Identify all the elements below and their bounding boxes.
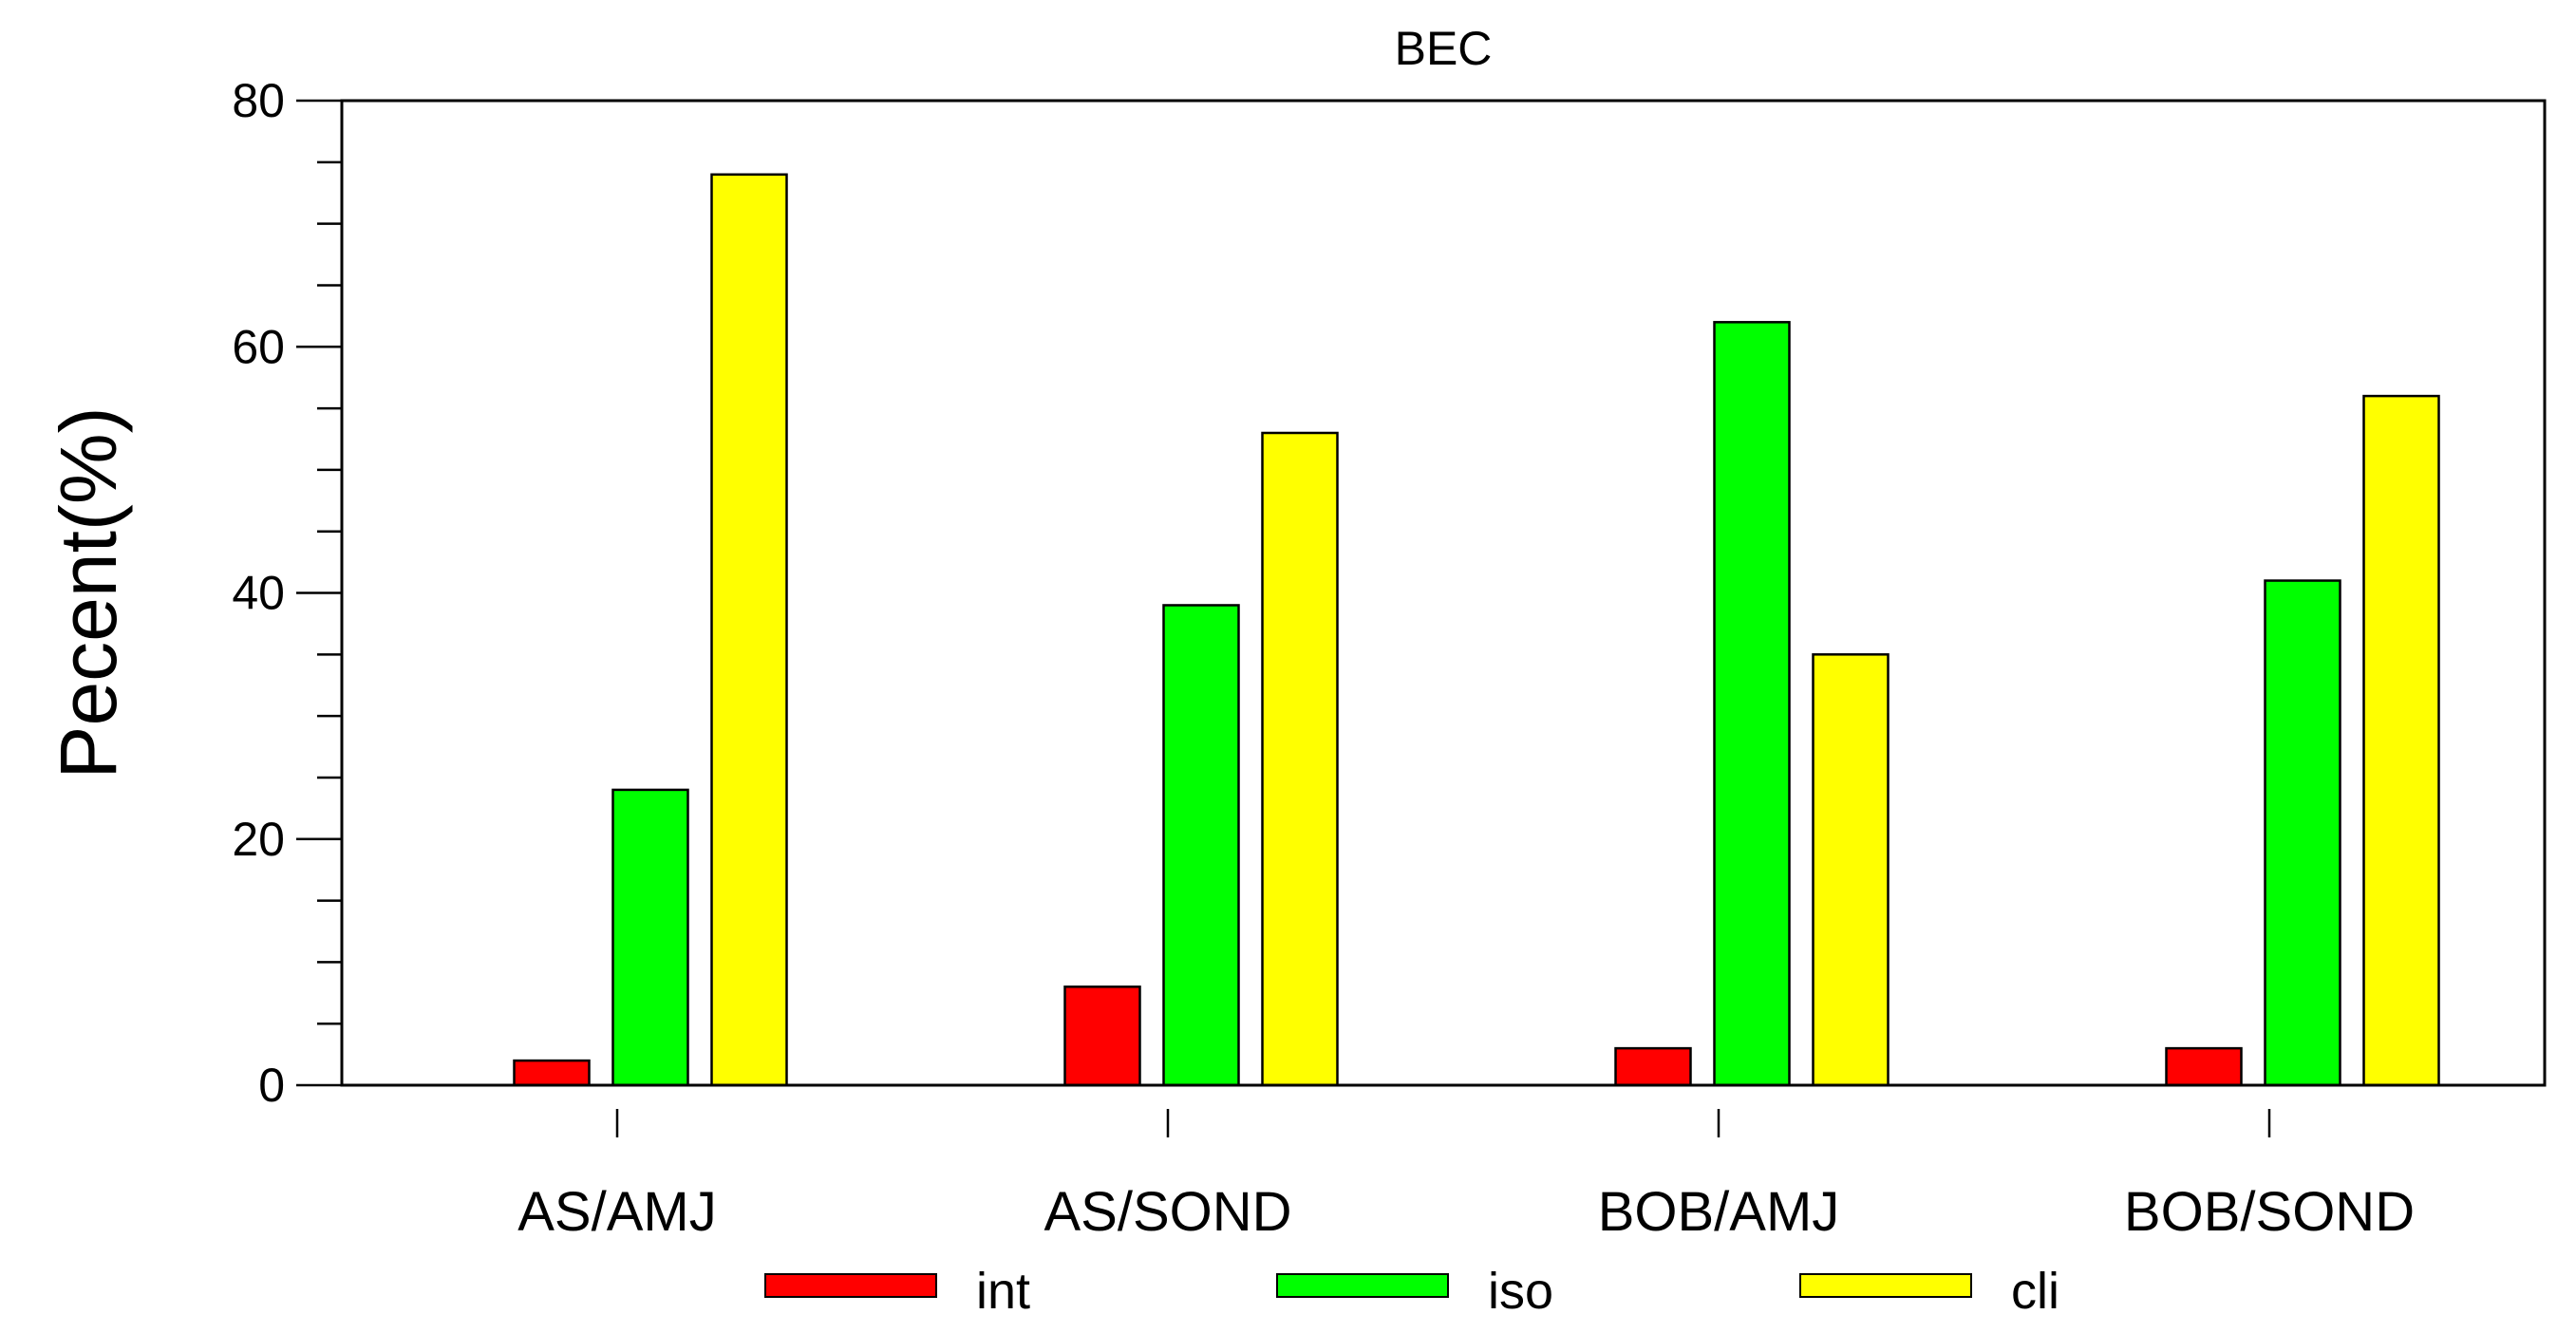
bar-iso-bob-amj <box>1713 321 1791 1087</box>
legend-swatch-int <box>764 1273 937 1298</box>
x-axis: AS/AMJ AS/SOND BOB/AMJ BOB/SOND <box>517 1109 2415 1243</box>
bar-iso-bob-sond <box>2264 579 2341 1087</box>
bar-cli-as-sond <box>1261 431 1339 1087</box>
bar-int-as-sond <box>1063 986 1141 1087</box>
x-tick-label: AS/AMJ <box>517 1181 717 1243</box>
bar-cli-bob-amj <box>1812 653 1890 1087</box>
bar-iso-as-amj <box>611 788 689 1087</box>
bar-int-bob-sond <box>2165 1046 2243 1087</box>
legend-label-iso: iso <box>1488 1263 1553 1320</box>
legend-label-cli: cli <box>2011 1263 2059 1320</box>
chart-title: BEC <box>1395 22 1493 75</box>
bar-int-as-amj <box>513 1059 591 1087</box>
legend: int iso cli <box>764 1263 2059 1320</box>
x-tick-label: BOB/AMJ <box>1598 1181 1840 1243</box>
legend-label-int: int <box>976 1263 1030 1320</box>
x-tick-label: BOB/SOND <box>2124 1181 2415 1243</box>
bar-cli-as-amj <box>710 173 788 1087</box>
legend-swatch-cli <box>1799 1273 1972 1298</box>
bar-iso-as-sond <box>1162 604 1240 1087</box>
bar-cli-bob-sond <box>2362 394 2440 1087</box>
y-tick-label: 20 <box>232 813 285 866</box>
y-tick-label: 80 <box>232 74 285 127</box>
x-tick-label: AS/SOND <box>1044 1181 1291 1243</box>
legend-swatch-iso <box>1276 1273 1449 1298</box>
y-axis-label: Pecent(%) <box>44 406 133 779</box>
y-axis: 0 20 40 60 80 <box>232 74 342 1112</box>
y-tick-label: 0 <box>258 1059 285 1112</box>
bars-group <box>513 173 2440 1087</box>
y-tick-label: 60 <box>232 320 285 373</box>
y-tick-label: 40 <box>232 567 285 620</box>
bar-int-bob-amj <box>1614 1046 1692 1087</box>
